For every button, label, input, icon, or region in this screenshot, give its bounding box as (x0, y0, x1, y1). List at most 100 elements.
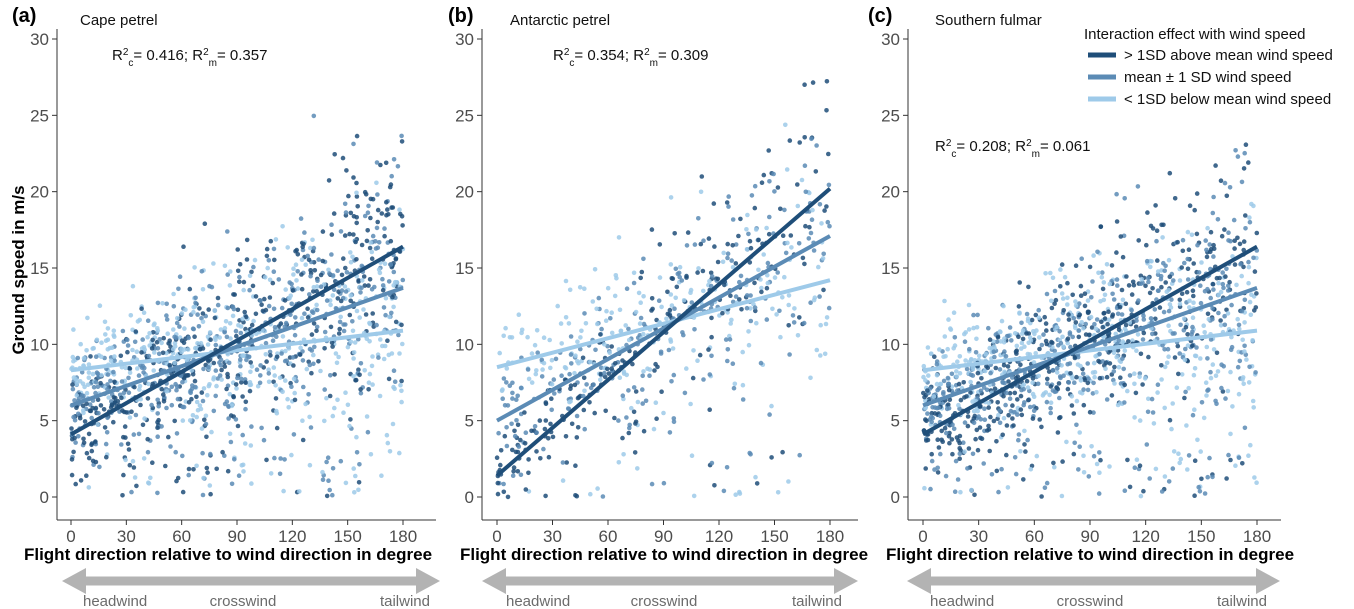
point-mid (203, 421, 209, 427)
point-mid (505, 403, 511, 408)
point-low (1213, 373, 1219, 379)
point-mid (929, 458, 935, 464)
point-low (343, 480, 349, 486)
point-low (946, 317, 951, 322)
point-low (617, 307, 623, 313)
point-mid (233, 328, 239, 334)
point-mid (1085, 387, 1091, 393)
point-low (668, 337, 673, 342)
point-high (639, 269, 645, 275)
point-mid (532, 424, 538, 429)
point-high (1192, 493, 1197, 499)
point-high (1018, 393, 1024, 399)
point-low (772, 275, 778, 280)
point-mid (329, 222, 334, 227)
point-high (253, 311, 259, 317)
point-high (368, 215, 373, 221)
point-low (367, 339, 372, 344)
point-high (699, 174, 705, 179)
point-high (786, 323, 791, 328)
point-low (1022, 344, 1027, 350)
point-high (347, 231, 352, 237)
point-low (123, 457, 128, 463)
point-mid (226, 360, 232, 366)
point-mid (1243, 226, 1248, 231)
point-mid (504, 425, 509, 430)
point-high (386, 376, 392, 382)
point-low (218, 327, 224, 332)
point-low (534, 368, 539, 373)
point-high (947, 397, 953, 403)
point-low (130, 283, 136, 289)
point-low (951, 310, 957, 316)
point-low (954, 374, 960, 379)
point-high (1020, 336, 1026, 342)
point-high (208, 337, 213, 343)
point-high (1175, 343, 1181, 349)
point-high (82, 419, 88, 424)
point-high (788, 233, 794, 238)
point-high (1222, 227, 1227, 232)
point-high (1191, 293, 1196, 299)
point-mid (971, 312, 976, 318)
point-low (1181, 316, 1187, 322)
point-low (721, 250, 726, 256)
point-mid (1150, 331, 1155, 337)
point-high (1104, 374, 1110, 380)
point-mid (119, 379, 125, 384)
point-low (262, 275, 268, 280)
point-high (305, 306, 310, 312)
point-mid (1086, 376, 1091, 381)
point-mid (200, 398, 206, 404)
point-high (1106, 309, 1111, 315)
point-low (818, 322, 823, 328)
point-high (665, 311, 671, 317)
point-mid (1065, 361, 1070, 367)
point-mid (578, 346, 583, 352)
point-high (965, 414, 971, 419)
point-high (568, 386, 573, 392)
point-high (602, 374, 608, 380)
point-high (764, 285, 770, 291)
point-mid (338, 229, 344, 234)
point-low (795, 333, 801, 338)
point-low (1050, 275, 1056, 281)
point-mid (1166, 479, 1172, 484)
point-low (664, 316, 669, 322)
point-high (274, 354, 280, 360)
point-low (356, 487, 361, 493)
point-high (84, 401, 89, 407)
point-high (77, 415, 83, 421)
point-high (1024, 378, 1030, 384)
point-mid (738, 273, 744, 279)
point-low (1061, 344, 1066, 350)
point-mid (569, 361, 574, 366)
point-mid (1057, 395, 1062, 401)
point-mid (1235, 154, 1241, 159)
point-high (1000, 432, 1005, 438)
point-high (161, 335, 166, 341)
headwind-label-a: headwind (83, 593, 147, 609)
point-mid (787, 352, 792, 357)
point-mid (1132, 465, 1138, 471)
point-low (338, 314, 344, 320)
point-high (78, 478, 84, 483)
point-low (616, 235, 622, 240)
point-mid (724, 465, 730, 470)
point-low (823, 321, 829, 327)
point-low (1030, 391, 1036, 397)
point-high (1004, 452, 1009, 458)
point-mid (380, 283, 386, 288)
point-mid (582, 426, 587, 432)
point-low (753, 474, 758, 480)
point-mid (928, 486, 933, 492)
point-mid (930, 415, 935, 421)
point-low (970, 365, 976, 371)
point-high (971, 416, 977, 421)
point-mid (1177, 351, 1182, 356)
point-mid (1186, 453, 1192, 458)
point-low (1210, 362, 1216, 367)
point-mid (1009, 338, 1014, 343)
point-low (659, 304, 664, 310)
point-high (1224, 193, 1230, 199)
